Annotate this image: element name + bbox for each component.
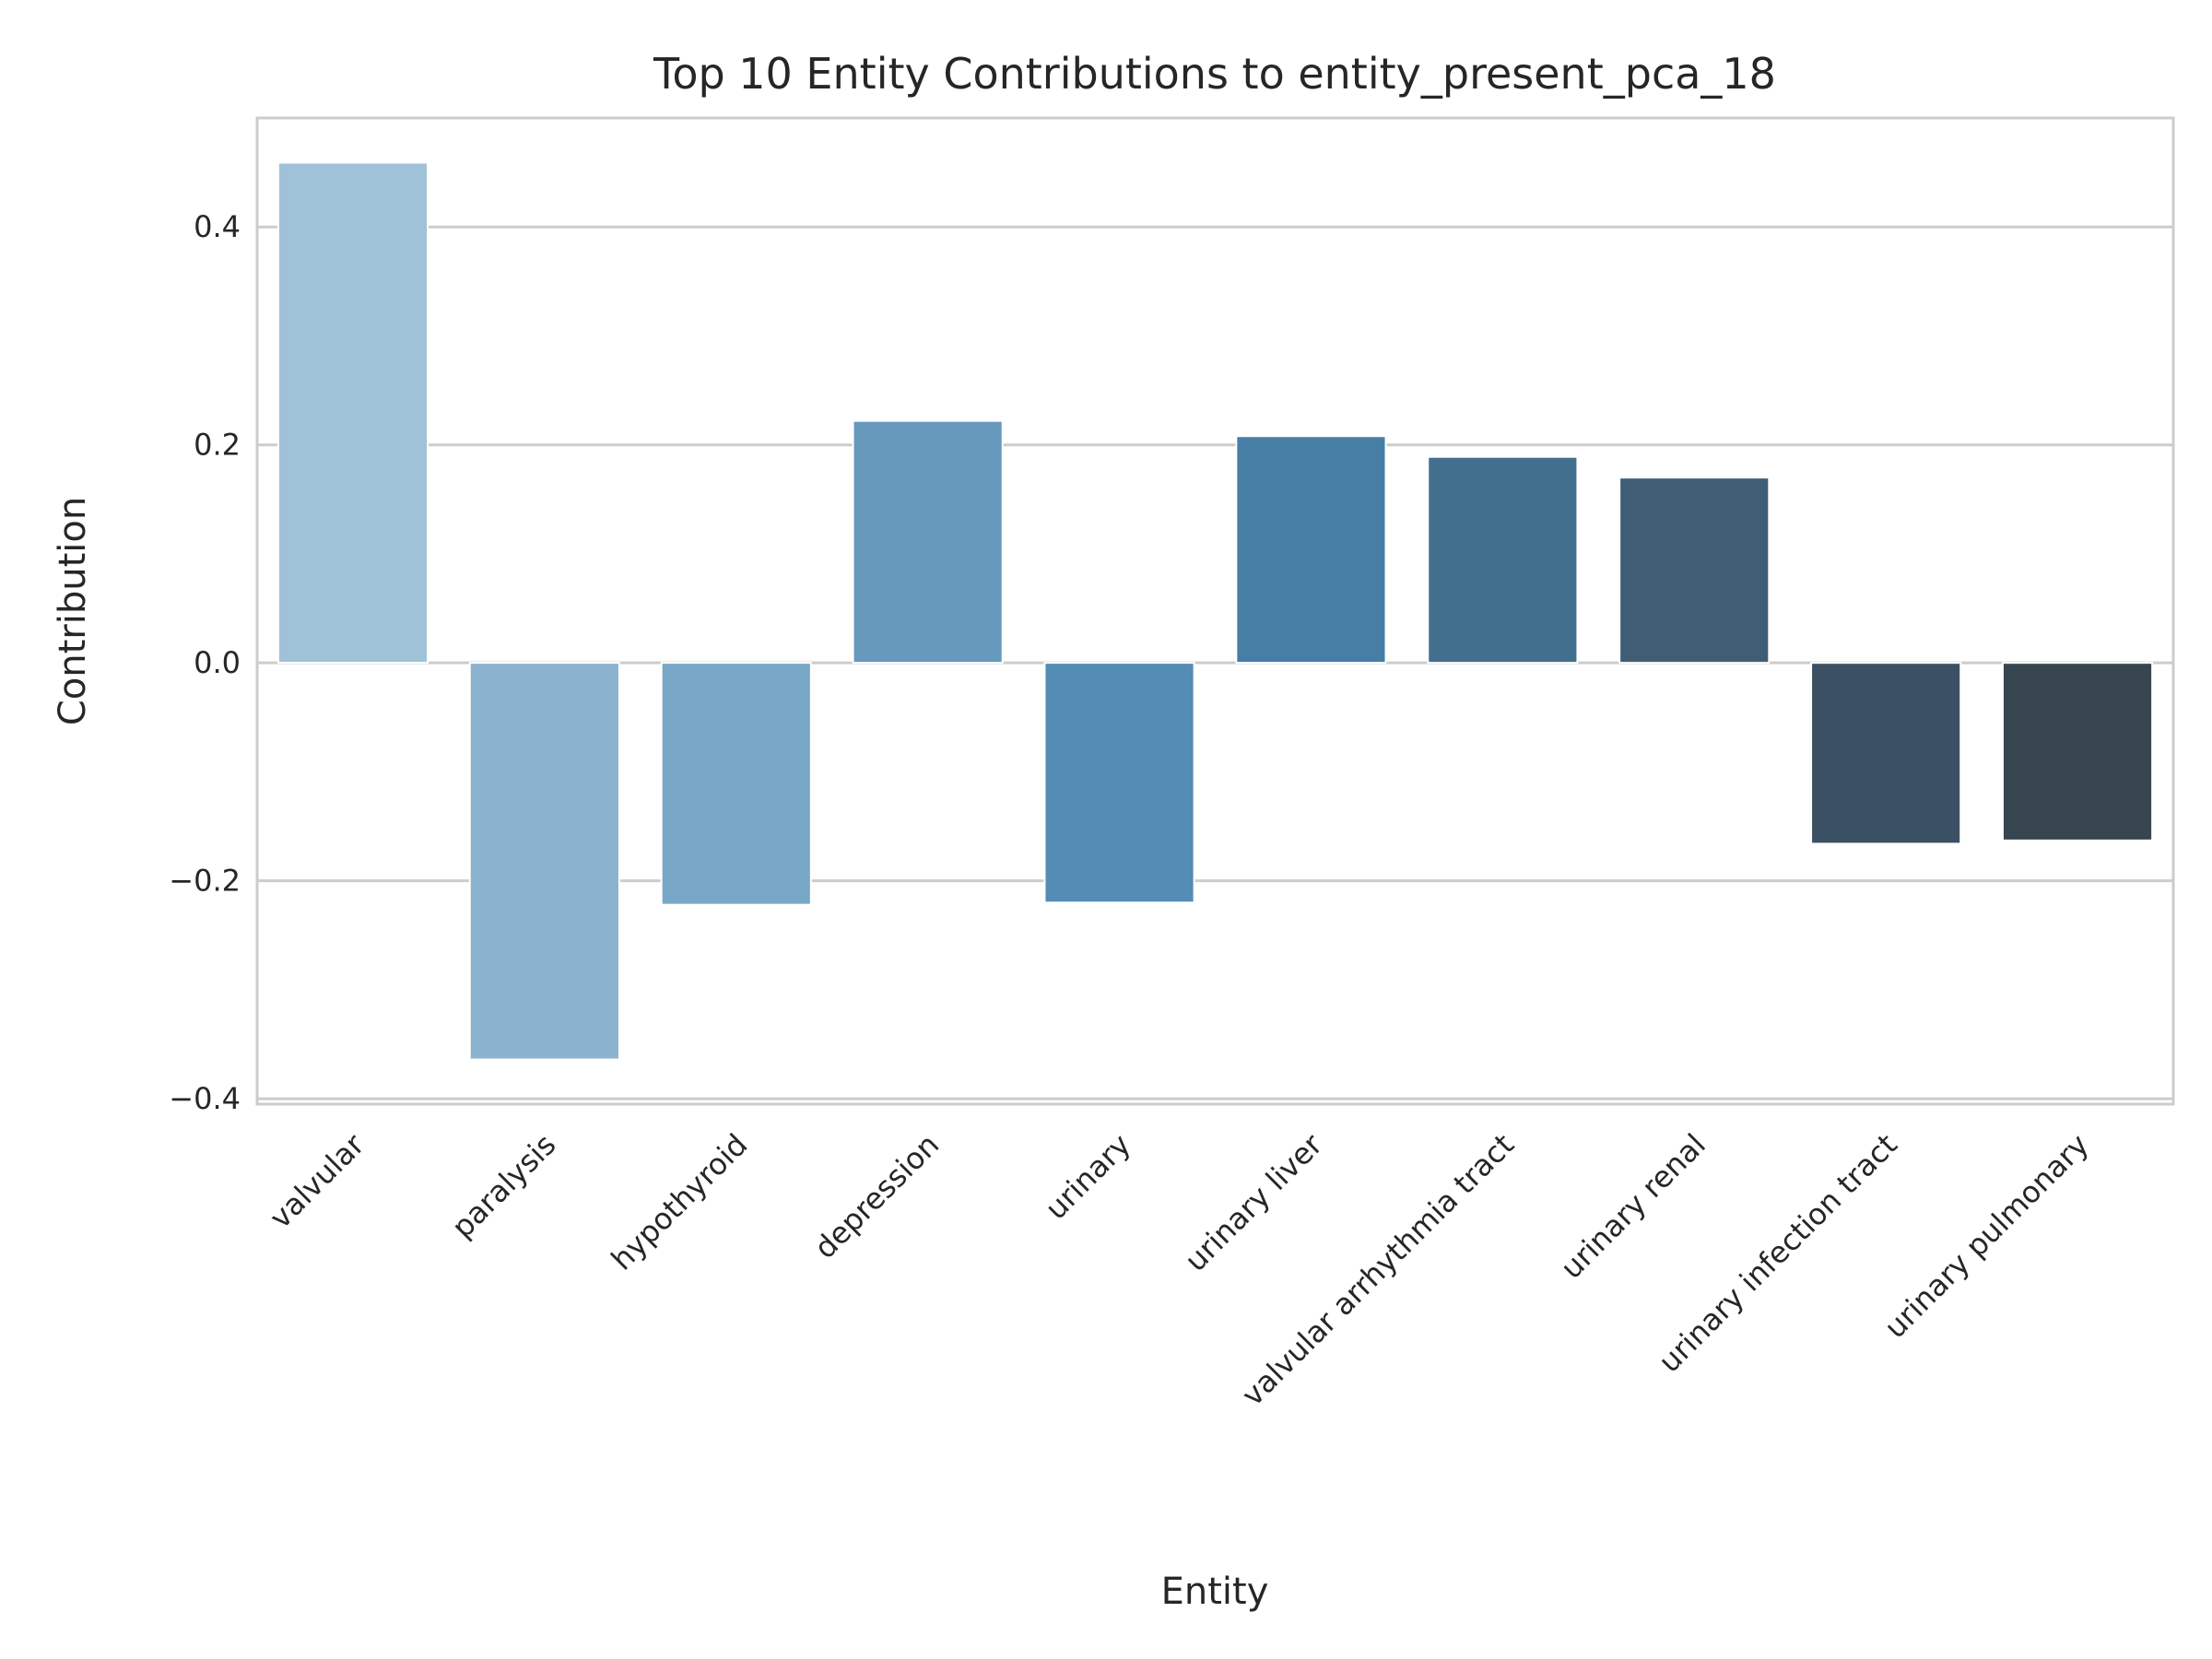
plot-frame	[255, 116, 2175, 1106]
bar-urinary	[1043, 662, 1195, 904]
bar-urinary-liver	[1235, 435, 1387, 665]
bar-valvular-arrhythmia-tract	[1427, 455, 1579, 665]
bar-depression	[852, 419, 1004, 665]
bar-paralysis	[468, 662, 620, 1061]
bar-hypothyroid	[660, 662, 812, 906]
y-tick-label: −0.4	[169, 1081, 241, 1116]
y-axis-label: Contribution	[52, 497, 94, 725]
y-tick-label: 0.2	[194, 428, 241, 463]
y-tick-labels: −0.4 −0.2 0.0 0.2 0.4	[169, 209, 241, 1116]
bar-urinary-pulmonary	[2001, 662, 2154, 841]
bars	[276, 161, 2154, 1061]
bar-urinary-renal	[1618, 477, 1771, 665]
y-tick-label: 0.0	[194, 645, 241, 680]
y-tick-label: 0.4	[194, 209, 241, 244]
chart-title: Top 10 Entity Contributions to entity_pr…	[653, 49, 1776, 99]
x-axis-label: Entity	[1161, 1571, 1269, 1613]
bar-urinary-infection-tract	[1810, 662, 1962, 845]
y-tick-label: −0.2	[169, 864, 241, 899]
bar-valvular	[276, 161, 429, 665]
